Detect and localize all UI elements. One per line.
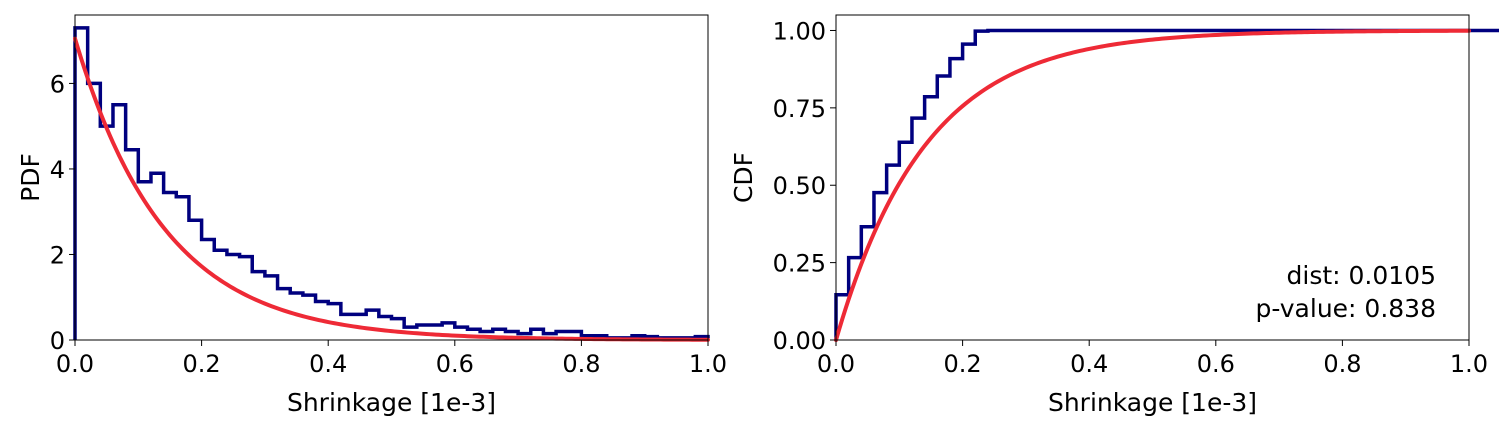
y-tick-label: 1.00 — [773, 17, 826, 45]
cdf-x-axis-label: Shrinkage [1e-3] — [1048, 388, 1257, 417]
pdf-y-ticks: 0 2 4 6 — [50, 70, 75, 355]
x-tick-label: 0.4 — [309, 350, 347, 378]
cdf-fit-curve — [834, 28, 1471, 342]
pdf-panel: 0.0 0.2 0.4 0.6 0.8 1.0 0 2 4 6 Shrinkage [1e-3]… — [16, 14, 727, 417]
y-tick-label: 0.75 — [773, 95, 826, 123]
cdf-y-axis-label: CDF — [729, 152, 758, 203]
y-tick-label: 0.50 — [773, 172, 826, 200]
y-tick-label: 4 — [50, 156, 65, 184]
pdf-fit-line — [73, 36, 710, 342]
y-tick-label: 2 — [50, 241, 65, 269]
cdf-axes-frame — [835, 14, 1470, 341]
cdf-x-ticks: 0.0 0.2 0.4 0.6 0.8 1.0 — [817, 340, 1488, 378]
ks-distance-annotation: dist: 0.0105 — [1287, 261, 1437, 290]
pdf-histogram-step — [73, 26, 710, 340]
y-tick-label: 6 — [50, 70, 65, 98]
x-tick-label: 0.0 — [817, 350, 855, 378]
pdf-axes-frame — [74, 14, 709, 341]
x-tick-label: 1.0 — [689, 350, 727, 378]
cdf-y-ticks: 0.00 0.25 0.50 0.75 1.00 — [773, 17, 836, 355]
x-tick-label: 0.8 — [562, 350, 600, 378]
x-tick-label: 0.2 — [944, 350, 982, 378]
pdf-y-axis-label: PDF — [16, 153, 45, 202]
x-tick-label: 1.0 — [1450, 350, 1488, 378]
pdf-fit-curve — [73, 36, 710, 342]
x-tick-label: 0.6 — [1197, 350, 1235, 378]
x-tick-label: 0.2 — [183, 350, 221, 378]
cdf-fit-line — [834, 28, 1471, 342]
x-tick-label: 0.6 — [436, 350, 474, 378]
pdf-x-ticks: 0.0 0.2 0.4 0.6 0.8 1.0 — [56, 340, 727, 378]
x-tick-label: 0.4 — [1070, 350, 1108, 378]
x-tick-label: 0.8 — [1323, 350, 1361, 378]
pdf-histogram — [73, 26, 710, 340]
y-tick-label: 0.00 — [773, 327, 826, 355]
pdf-x-axis-label: Shrinkage [1e-3] — [287, 388, 496, 417]
y-tick-label: 0.25 — [773, 250, 826, 278]
p-value-annotation: p-value: 0.838 — [1256, 294, 1436, 323]
x-tick-label: 0.0 — [56, 350, 94, 378]
cdf-panel: 0.0 0.2 0.4 0.6 0.8 1.0 0.000.250.500.751.00 … — [729, 14, 1499, 417]
y-tick-label: 0 — [50, 327, 65, 355]
